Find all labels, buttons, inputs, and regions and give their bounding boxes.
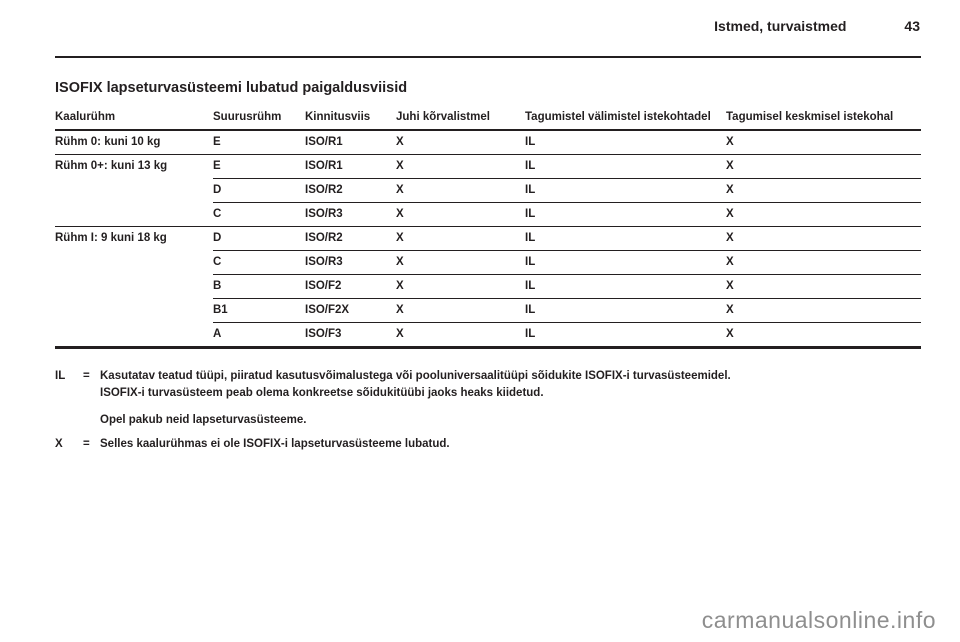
cell-front-passenger: X bbox=[396, 298, 525, 323]
cell-front-passenger: X bbox=[396, 202, 525, 227]
footnote-il-line1: Kasutatav teatud tüüpi, piiratud kasutus… bbox=[100, 370, 731, 382]
page-number: 43 bbox=[904, 18, 920, 34]
cell-fixture: ISO/R2 bbox=[305, 226, 396, 251]
col-header-rear-outboard: Tagumistel välimistel istekohtadel bbox=[525, 109, 726, 131]
cell-fixture: ISO/R1 bbox=[305, 154, 396, 179]
cell-size-class: C bbox=[213, 250, 305, 275]
cell-rear-outboard: IL bbox=[525, 274, 726, 299]
cell-weight-group: Rühm 0+: kuni 13 kg bbox=[55, 154, 213, 227]
cell-size-class: D bbox=[213, 226, 305, 251]
table-row: Rühm 0+: kuni 13 kg E ISO/R1 X IL X bbox=[55, 154, 921, 227]
table-row: Rühm 0: kuni 10 kg E ISO/R1 X IL X bbox=[55, 130, 921, 155]
cell-front-passenger: X bbox=[396, 322, 525, 349]
cell-rear-center: X bbox=[726, 322, 921, 349]
running-head-title: Istmed, turvaistmed bbox=[714, 18, 847, 34]
footnote-il: IL = Kasutatav teatud tüüpi, piiratud ka… bbox=[55, 368, 921, 402]
cell-front-passenger: X bbox=[396, 274, 525, 299]
running-head: Istmed, turvaistmed 43 bbox=[55, 18, 920, 34]
cell-weight-group: Rühm I: 9 kuni 18 kg bbox=[55, 226, 213, 349]
cell-front-passenger: X bbox=[396, 226, 525, 251]
table-row: C ISO/R3 X IL X bbox=[55, 250, 921, 275]
cell-size-class: E bbox=[213, 154, 305, 179]
cell-rear-outboard: IL bbox=[525, 226, 726, 251]
cell-size-class: D bbox=[213, 178, 305, 203]
cell-rear-outboard: IL bbox=[525, 178, 726, 203]
cell-rear-center: X bbox=[726, 130, 921, 155]
cell-fixture: ISO/R3 bbox=[305, 202, 396, 227]
cell-size-class: B bbox=[213, 274, 305, 299]
cell-fixture: ISO/R2 bbox=[305, 178, 396, 203]
footnote-opel-note: Opel pakub neid lapseturvasüsteeme. bbox=[100, 414, 307, 426]
watermark: carmanualsonline.info bbox=[701, 607, 936, 633]
cell-size-class: E bbox=[213, 130, 305, 155]
footnote-x: X = Selles kaalurühmas ei ole ISOFIX-i l… bbox=[55, 436, 921, 453]
footnote-x-equals: = bbox=[83, 438, 90, 450]
header-divider bbox=[55, 56, 921, 58]
cell-rear-center: X bbox=[726, 202, 921, 227]
cell-size-class: B1 bbox=[213, 298, 305, 323]
col-header-weight-class: Kaalurühm bbox=[55, 109, 213, 131]
cell-rear-outboard: IL bbox=[525, 322, 726, 349]
cell-rear-center: X bbox=[726, 154, 921, 179]
col-header-rear-center: Tagumisel keskmisel istekohal bbox=[726, 109, 921, 131]
cell-rear-center: X bbox=[726, 178, 921, 203]
table-row: B ISO/F2 X IL X bbox=[55, 274, 921, 299]
cell-front-passenger: X bbox=[396, 130, 525, 155]
cell-fixture: ISO/F2 bbox=[305, 274, 396, 299]
table-row: A ISO/F3 X IL X bbox=[55, 322, 921, 349]
footnote-x-text: Selles kaalurühmas ei ole ISOFIX-i lapse… bbox=[100, 438, 450, 450]
table-title: ISOFIX lapseturvasüsteemi lubatud paigal… bbox=[55, 80, 408, 96]
cell-fixture: ISO/F3 bbox=[305, 322, 396, 349]
cell-weight-group: Rühm 0: kuni 10 kg bbox=[55, 130, 213, 155]
footnotes: IL = Kasutatav teatud tüüpi, piiratud ka… bbox=[55, 368, 921, 453]
cell-rear-outboard: IL bbox=[525, 154, 726, 179]
cell-size-class: C bbox=[213, 202, 305, 227]
footnote-il-symbol: IL bbox=[55, 370, 66, 382]
table-header-row: Kaalurühm Suurusrühm Kinnitusviis Juhi k… bbox=[55, 109, 921, 131]
cell-rear-outboard: IL bbox=[525, 202, 726, 227]
col-header-front-passenger: Juhi kõrvalistmel bbox=[396, 109, 525, 131]
col-header-fixture: Kinnitusviis bbox=[305, 109, 396, 131]
col-header-size-class: Suurusrühm bbox=[213, 109, 305, 131]
table-row: D ISO/R2 X IL X bbox=[55, 178, 921, 203]
cell-fixture: ISO/F2X bbox=[305, 298, 396, 323]
cell-rear-outboard: IL bbox=[525, 298, 726, 323]
footnote-x-symbol: X bbox=[55, 438, 63, 450]
cell-fixture: ISO/R3 bbox=[305, 250, 396, 275]
table-row: B1 ISO/F2X X IL X bbox=[55, 298, 921, 323]
cell-front-passenger: X bbox=[396, 250, 525, 275]
footnote-il-line2: ISOFIX-i turvasüsteem peab olema konkree… bbox=[100, 387, 544, 399]
cell-rear-outboard: IL bbox=[525, 130, 726, 155]
cell-front-passenger: X bbox=[396, 154, 525, 179]
cell-rear-center: X bbox=[726, 274, 921, 299]
isofix-positions-table: Kaalurühm Suurusrühm Kinnitusviis Juhi k… bbox=[55, 109, 921, 349]
cell-fixture: ISO/R1 bbox=[305, 130, 396, 155]
cell-front-passenger: X bbox=[396, 178, 525, 203]
table-row: C ISO/R3 X IL X bbox=[55, 202, 921, 227]
cell-rear-center: X bbox=[726, 250, 921, 275]
table-row: Rühm I: 9 kuni 18 kg D ISO/R2 X IL X bbox=[55, 226, 921, 349]
cell-rear-center: X bbox=[726, 226, 921, 251]
cell-rear-center: X bbox=[726, 298, 921, 323]
cell-size-class: A bbox=[213, 322, 305, 349]
page-content: ISOFIX lapseturvasüsteemi lubatud paigal… bbox=[55, 80, 921, 453]
footnote-il-text: Kasutatav teatud tüüpi, piiratud kasutus… bbox=[100, 368, 921, 402]
footnote-il-equals: = bbox=[83, 370, 90, 382]
cell-rear-outboard: IL bbox=[525, 250, 726, 275]
